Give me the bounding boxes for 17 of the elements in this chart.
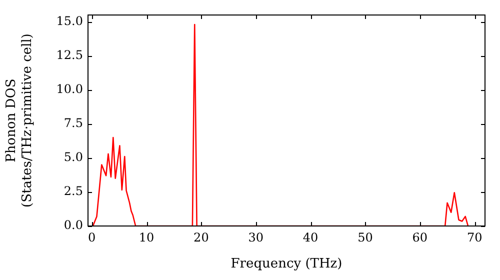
- x-tick-label: 30: [248, 230, 264, 244]
- x-tick-label: 0: [88, 230, 96, 244]
- x-axis-title: Frequency (THz): [230, 256, 342, 272]
- y-tick-label: 7.5: [64, 116, 83, 130]
- y-tick-label: 0.0: [64, 218, 83, 232]
- x-tick-label: 70: [466, 230, 482, 244]
- y-tick-label: 15.0: [56, 14, 83, 28]
- y-tick-label: 5.0: [64, 150, 83, 164]
- y-axis-title: Phonon DOS (States/THz·primitive cell): [4, 33, 35, 208]
- x-tick-label: 20: [194, 230, 209, 244]
- x-tick-label: 10: [138, 230, 154, 244]
- y-tick-label: 10.0: [56, 82, 83, 96]
- x-tick-label: 60: [412, 230, 428, 244]
- x-tick-label: 40: [302, 230, 318, 244]
- x-tick-label: 50: [358, 230, 373, 244]
- y-tick-label: 12.5: [56, 48, 83, 62]
- y-tick-label: 2.5: [64, 184, 83, 198]
